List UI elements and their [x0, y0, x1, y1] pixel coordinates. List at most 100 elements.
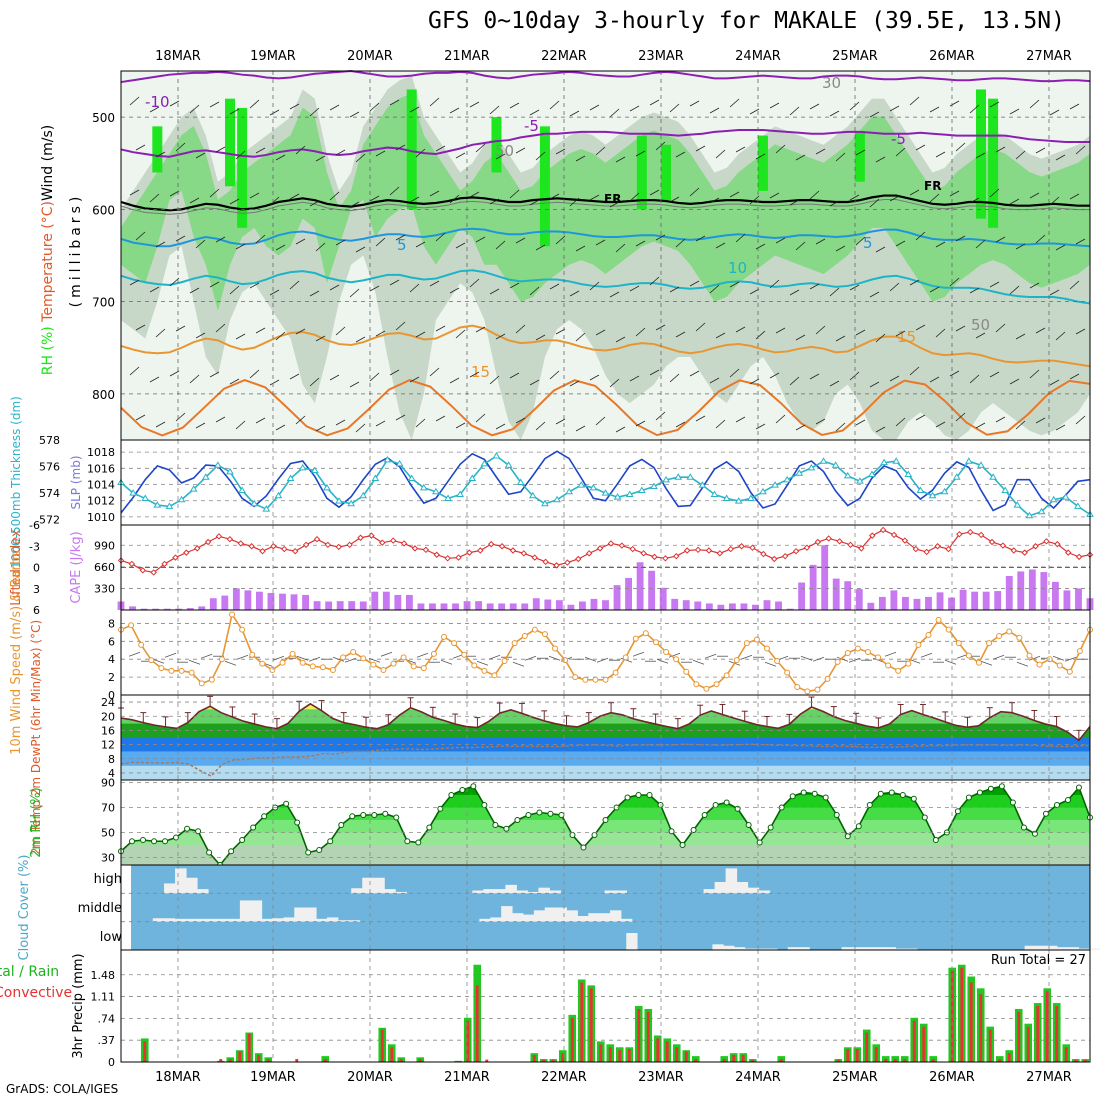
wind-barb: [275, 424, 286, 431]
y-tick-label: 800: [92, 388, 115, 402]
wind-barb: [749, 378, 760, 385]
cloud-middle-bar: [152, 918, 165, 922]
date-label-bottom: 20MAR: [347, 1070, 393, 1085]
y-tick-label: .37: [98, 1034, 116, 1047]
wind-barb: [629, 285, 640, 292]
rh-line-point: [1009, 799, 1016, 806]
li-point: [1065, 549, 1072, 556]
rh-line-point: [360, 812, 367, 818]
precip-conv-bar: [779, 1059, 783, 1062]
wind-barb: [1069, 193, 1080, 200]
wind-barb: [169, 100, 180, 107]
wind-barb: [395, 321, 406, 331]
thickness-line-point: [153, 501, 162, 508]
wind-barb: [929, 286, 940, 293]
thickness-line-point: [577, 481, 586, 488]
cape-bar: [302, 594, 309, 610]
precip-conv-bar: [988, 1029, 992, 1062]
precip-conv-bar: [418, 1059, 422, 1062]
cloud-bg: [131, 865, 1090, 950]
wind-barb: [889, 282, 900, 292]
wind-barb: [509, 282, 520, 289]
wind-barb: [215, 236, 226, 243]
wind-barb: [488, 654, 501, 660]
wind-barb: [769, 372, 780, 379]
wind-barb: [375, 420, 386, 427]
precip-conv-bar: [143, 1041, 147, 1062]
precip-conv-bar: [475, 985, 479, 1062]
thickness-line-point: [238, 486, 247, 493]
rh-line-point: [547, 810, 554, 817]
li-point: [455, 554, 462, 561]
wind-barb: [249, 282, 260, 289]
rh-line-point: [580, 844, 587, 851]
thickness-line-point: [189, 485, 198, 492]
wind-speed-line-point: [299, 659, 306, 666]
wind-barb: [164, 652, 177, 658]
thickness-line-point: [819, 457, 828, 464]
rh-line-point: [195, 828, 202, 835]
rh-line-point: [855, 823, 862, 830]
rh-line-point: [305, 849, 312, 856]
wind-barb: [955, 412, 966, 422]
wind-barb: [409, 376, 420, 383]
thickness-line-point: [480, 459, 489, 467]
rh-line-point: [393, 814, 400, 821]
wind-barb: [635, 420, 646, 427]
cape-bar: [959, 589, 967, 610]
wind-speed-line-point: [864, 649, 871, 656]
date-label-bottom: 26MAR: [929, 1070, 975, 1085]
wind-barb: [1049, 109, 1060, 116]
wind-barb: [889, 105, 900, 112]
precip-conv-bar: [390, 1047, 394, 1062]
thickness-line-point: [323, 483, 331, 491]
li-point: [934, 543, 941, 550]
thickness-line-point: [274, 491, 283, 499]
cloud-middle-bar: [599, 913, 611, 922]
rh-line-point: [338, 822, 345, 828]
wind-barb: [449, 194, 460, 204]
y-tick-label: 12: [101, 739, 115, 752]
li-point: [270, 543, 277, 550]
wind-barb: [1029, 192, 1040, 199]
wind-barb: [175, 412, 186, 422]
wind-barb: [729, 368, 740, 378]
wind-barb: [296, 655, 309, 661]
li-point: [760, 550, 767, 558]
wind-barb: [695, 235, 706, 242]
cape-bar: [440, 603, 448, 610]
li-point: [564, 559, 571, 566]
li-point: [259, 548, 266, 555]
wind-speed-line-point: [844, 649, 851, 656]
contour-label: FR: [604, 192, 621, 206]
wind-barb: [1069, 103, 1080, 110]
wind-barb: [709, 377, 720, 384]
wind-speed-line-point: [229, 611, 236, 618]
cape-bar: [625, 577, 632, 610]
li-point: [945, 545, 952, 553]
wind-barb: [375, 237, 386, 247]
cloud-middle-bar: [501, 906, 513, 922]
wind-barb: [955, 325, 966, 332]
wind-speed-line-point: [541, 631, 548, 638]
wind-barb: [435, 145, 446, 152]
thickness-line-point: [383, 455, 392, 463]
wind-speed-line-point: [703, 685, 710, 692]
precip-conv-bar: [741, 1054, 745, 1062]
wind-barb: [149, 106, 160, 113]
wind-barb: [529, 379, 540, 386]
precip-conv-bar: [865, 1032, 869, 1062]
wind-barb: [769, 279, 780, 289]
thickness-line-point: [734, 497, 743, 504]
date-label-bottom: 21MAR: [444, 1070, 490, 1085]
cloud-high-bar: [615, 890, 628, 894]
wind-barb: [380, 651, 393, 657]
precip-conv-bar: [1026, 1026, 1030, 1062]
wind-barb: [569, 110, 580, 117]
wind-barb: [1075, 415, 1086, 425]
isotherm-line: [120, 129, 1090, 158]
wind-speed-line-point: [218, 656, 225, 663]
cloud-low-bar: [766, 948, 778, 950]
wind-barb: [775, 327, 786, 334]
cloud-high-bar: [197, 889, 209, 894]
